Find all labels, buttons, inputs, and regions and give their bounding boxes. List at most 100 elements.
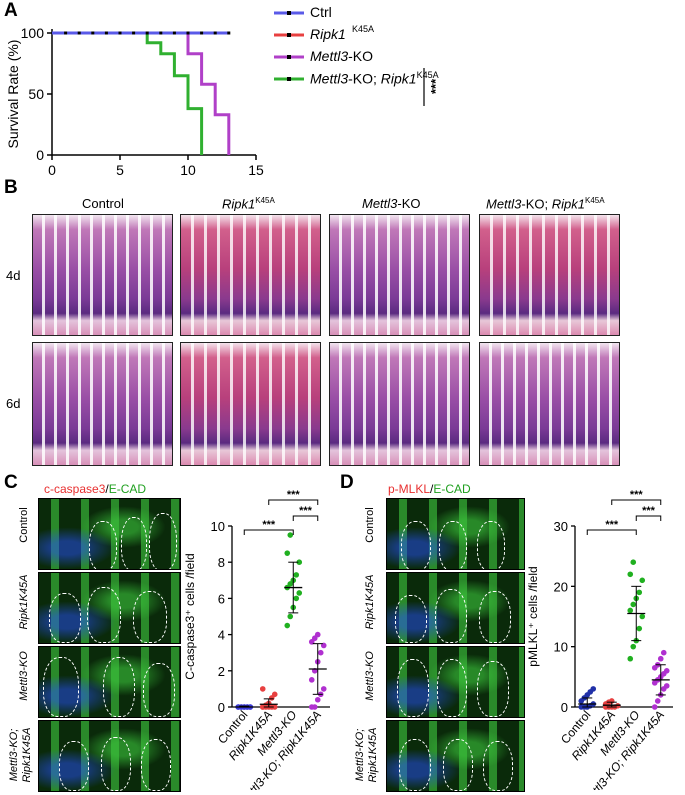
row-label-d-ripk1: Ripk1K45A (364, 574, 376, 630)
censor-mark (145, 31, 149, 35)
y-tick-label: 20 (554, 579, 568, 594)
data-point (627, 607, 634, 614)
legend-label: Ctrl (310, 4, 332, 20)
col-header-control: Control (82, 196, 124, 211)
data-point (660, 649, 667, 656)
censor-mark (227, 31, 231, 35)
significance-marker: *** (630, 490, 644, 501)
row-label-c-ripk1: Ripk1K45A (18, 574, 30, 630)
data-point (287, 532, 294, 538)
censor-mark (77, 31, 81, 35)
data-point (314, 696, 321, 703)
fluorescence-c-control (38, 498, 181, 570)
panel-label-c: C (4, 472, 18, 493)
legend-item-mettl3-ripk1: Mettl3-KO; Ripk1K45A (272, 68, 462, 90)
data-point (627, 571, 634, 578)
legend-label2: Ripk1 (380, 70, 417, 87)
x-tick-label: 5 (116, 162, 124, 178)
row-label-c-control: Control (18, 507, 30, 543)
censor-mark (200, 31, 204, 35)
data-point (663, 683, 670, 689)
data-point (636, 589, 643, 596)
legend-label: Ripk1 (310, 26, 346, 42)
x-tick-label: 15 (248, 162, 264, 178)
data-point (271, 704, 278, 710)
fluorescence-d-mettl3 (386, 646, 525, 718)
legend-sup: K45A (352, 24, 375, 34)
data-point (630, 643, 637, 650)
x-tick-label: 10 (180, 162, 196, 178)
y-tick-label: 10 (554, 640, 568, 655)
data-point (293, 595, 300, 602)
y-axis-label: Survival Rate (%) (5, 40, 21, 149)
legend-item-ripk1: Ripk1 K45A (272, 24, 462, 46)
histology-mettl3-6d (329, 342, 470, 466)
data-point (627, 655, 634, 662)
censor-mark (64, 31, 68, 35)
fluorescence-d-ripk1 (386, 572, 525, 644)
significance-marker: *** (262, 519, 276, 531)
y-tick-label: 50 (28, 86, 44, 102)
panel-label-d: D (340, 472, 354, 493)
histology-control-4d (32, 214, 173, 336)
y-tick-label: 4 (218, 628, 225, 643)
survival-legend: Ctrl Ripk1 K45A Mettl3 -KO Mettl3-KO; Ripk… (272, 2, 462, 90)
data-point (630, 601, 637, 608)
y-tick-label: 2 (218, 664, 225, 679)
y-tick-label: 6 (218, 591, 225, 606)
y-axis-label: pMLKL⁺ cells /field (526, 566, 540, 666)
row-label-4d: 4d (6, 268, 21, 283)
y-tick-label: 10 (211, 519, 225, 534)
fluorescence-c-mettl3 (38, 646, 181, 718)
legend-label: Mettl3 (310, 70, 349, 87)
censor-mark (213, 31, 217, 35)
data-point (293, 572, 300, 578)
censor-mark (132, 31, 136, 35)
y-tick-label: 0 (218, 700, 225, 715)
data-point (630, 559, 637, 565)
row-label-d-mettl3-ripk1: Mettl3-KO; Ripk1K45A (354, 727, 379, 783)
data-point (296, 590, 303, 596)
y-tick-label: 30 (554, 519, 568, 534)
legend-suffix: -KO (348, 48, 374, 64)
histology-mettl3-ripk1-6d (479, 342, 620, 466)
data-point (639, 613, 646, 620)
censor-mark (104, 31, 108, 35)
histology-ripk1-6d (180, 342, 321, 466)
row-label-c-mettl3-ripk1: Mettl3-KO; Ripk1K45A (8, 727, 33, 783)
significance-marker: *** (299, 505, 313, 517)
fluorescence-d-control (386, 498, 525, 570)
data-point (657, 655, 664, 662)
data-point (654, 698, 661, 704)
significance-bracket (611, 499, 662, 505)
significance-bracket (268, 499, 319, 505)
histology-mettl3-4d (329, 214, 470, 336)
data-point (259, 686, 266, 692)
data-point (320, 686, 327, 692)
y-tick-label: 100 (21, 25, 45, 41)
row-label-6d: 6d (6, 396, 21, 411)
col-header-mettl3: Mettl3-KO (362, 196, 421, 211)
fluorescence-c-ripk1 (38, 572, 181, 644)
stain-legend-c: c-caspase3/E-CAD (44, 482, 147, 496)
row-label-d-mettl3: Mettl3-KO (364, 651, 376, 701)
row-label-c-mettl3: Mettl3-KO (18, 651, 30, 701)
data-point (287, 613, 294, 620)
data-point (639, 577, 646, 584)
row-label-d-control: Control (364, 507, 376, 543)
stain-legend-d: p-MLKL/E-CAD (388, 482, 471, 496)
censor-mark (91, 31, 95, 35)
data-point (284, 550, 291, 556)
col-header-mettl3-ripk1: Mettl3-KO; Ripk1K45A (486, 196, 605, 212)
data-point (314, 631, 321, 638)
data-point (663, 668, 670, 674)
histology-mettl3-ripk1-4d (479, 214, 620, 336)
col-header-ripk1: Ripk1K45A (222, 196, 275, 212)
data-point (308, 677, 315, 683)
y-tick-label: 0 (561, 700, 568, 715)
censor-mark (118, 31, 122, 35)
y-tick-label: 0 (36, 147, 44, 163)
